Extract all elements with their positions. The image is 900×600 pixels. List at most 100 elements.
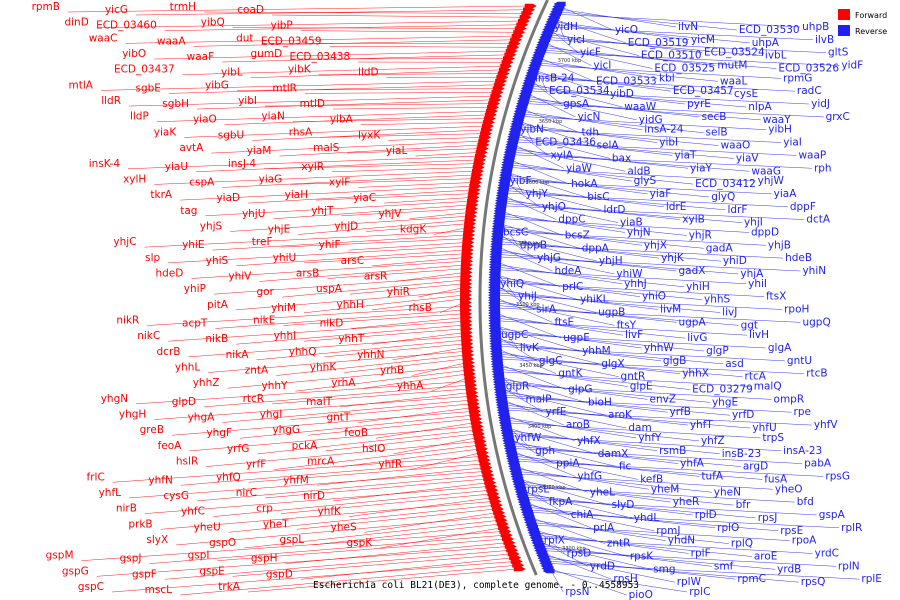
reverse-gene-label[interactable]: yhiJ [518, 291, 537, 303]
reverse-gene-label[interactable]: bcsZ [565, 229, 590, 241]
reverse-gene-label[interactable]: envZ [650, 393, 677, 405]
reverse-gene-label[interactable]: livJ [722, 307, 737, 319]
forward-gene-label[interactable]: lyxK [358, 129, 381, 141]
reverse-gene-label[interactable]: yhjX [644, 239, 667, 251]
reverse-gene-label[interactable]: yhjN [627, 226, 651, 238]
forward-gene-label[interactable]: yhhN [357, 349, 384, 361]
reverse-gene-label[interactable]: yhiH [686, 281, 710, 293]
reverse-gene-label[interactable]: yicN [578, 111, 601, 123]
reverse-gene-label[interactable]: ECD_03524 [704, 47, 765, 59]
reverse-gene-label[interactable]: bfd [797, 496, 814, 508]
reverse-gene-label[interactable]: rplE [861, 573, 882, 585]
reverse-gene-label[interactable]: yrdD [590, 560, 615, 572]
reverse-gene-label[interactable]: yhjY [526, 188, 549, 200]
reverse-gene-label[interactable]: glgP [706, 345, 729, 357]
forward-gene-label[interactable]: nikB [205, 333, 228, 345]
reverse-gene-label[interactable]: tdh [582, 127, 599, 139]
forward-gene-label[interactable]: yhjU [242, 208, 265, 220]
reverse-gene-label[interactable]: malQ [754, 381, 782, 393]
reverse-gene-label[interactable]: yhjB [768, 239, 791, 251]
reverse-gene-label[interactable]: chiA [571, 509, 594, 521]
reverse-gene-label[interactable]: xylA [550, 149, 573, 161]
forward-gene-label[interactable]: yheU [194, 521, 221, 533]
forward-gene-label[interactable]: mtlA [68, 79, 93, 91]
forward-gene-label[interactable]: malS [313, 142, 340, 154]
reverse-gene-label[interactable]: ppiA [556, 458, 580, 470]
reverse-gene-label[interactable]: selB [706, 127, 728, 139]
forward-gene-label[interactable]: mrcA [307, 456, 335, 468]
reverse-gene-label[interactable]: ECD_03436 [535, 137, 596, 149]
reverse-gene-label[interactable]: yhiW [616, 268, 643, 280]
reverse-gene-label[interactable]: ftsY [617, 319, 637, 331]
forward-gene-label[interactable]: yiaL [386, 145, 408, 157]
forward-gene-label[interactable]: rhsB [408, 302, 431, 314]
forward-gene-label[interactable]: gspF [132, 568, 157, 580]
reverse-gene-label[interactable]: yhhX [682, 368, 709, 380]
reverse-gene-label[interactable]: gltS [828, 47, 849, 59]
forward-gene-label[interactable]: yrfF [246, 459, 266, 471]
reverse-gene-label[interactable]: yrfD [732, 409, 754, 421]
reverse-gene-label[interactable]: yhgE [712, 396, 738, 408]
reverse-gene-label[interactable]: yiaI [783, 137, 802, 149]
reverse-gene-label[interactable]: gspA [819, 509, 846, 521]
reverse-gene-label[interactable]: gntR [621, 371, 646, 383]
reverse-gene-label[interactable]: yhiI [748, 278, 767, 290]
reverse-gene-label[interactable]: yhjK [661, 252, 685, 264]
reverse-gene-label[interactable]: argD [743, 461, 768, 473]
forward-gene-label[interactable]: yhjD [334, 220, 358, 232]
reverse-gene-label[interactable]: glyQ [711, 191, 735, 203]
forward-gene-label[interactable]: tag [180, 205, 197, 217]
forward-gene-label[interactable]: gspM [46, 550, 74, 562]
reverse-gene-label[interactable]: uhpA [752, 37, 780, 49]
reverse-gene-label[interactable]: yhiD [723, 255, 747, 267]
reverse-gene-label[interactable]: bioH [588, 396, 612, 408]
reverse-gene-label[interactable]: yicI [567, 34, 585, 46]
reverse-gene-label[interactable]: rplQ [731, 538, 753, 550]
reverse-gene-label[interactable]: yrdB [777, 563, 801, 575]
reverse-gene-label[interactable]: rph [814, 162, 832, 174]
reverse-gene-label[interactable]: gph [535, 445, 555, 457]
forward-gene-label[interactable]: trmH [170, 1, 196, 13]
reverse-gene-label[interactable]: rpsG [825, 470, 850, 482]
forward-gene-label[interactable]: yrfG [227, 443, 249, 455]
forward-gene-label[interactable]: yhjE [268, 223, 290, 235]
forward-gene-label[interactable]: waaC [89, 32, 118, 44]
forward-gene-label[interactable]: yhhH [337, 299, 364, 311]
forward-gene-label[interactable]: trkA [218, 581, 241, 593]
forward-gene-label[interactable]: sgbH [162, 98, 189, 110]
forward-gene-label[interactable]: insK-4 [89, 158, 121, 170]
forward-gene-label[interactable]: gspO [209, 537, 236, 549]
forward-gene-label[interactable]: rtcR [243, 393, 265, 405]
reverse-gene-label[interactable]: yhjH [599, 255, 623, 267]
reverse-gene-label[interactable]: yhfT [690, 419, 714, 431]
forward-gene-label[interactable]: gspI [188, 550, 210, 562]
reverse-gene-label[interactable]: rpsN [565, 586, 589, 598]
forward-gene-label[interactable]: nikR [116, 315, 139, 327]
forward-gene-label[interactable]: yiaU [165, 161, 188, 173]
reverse-gene-label[interactable]: dppD [751, 226, 779, 238]
reverse-gene-label[interactable]: rplR [841, 522, 862, 534]
reverse-gene-label[interactable]: rpsK [630, 550, 654, 562]
reverse-gene-label[interactable]: yhjO [542, 201, 566, 213]
forward-gene-label[interactable]: yhjC [113, 236, 136, 248]
forward-gene-label[interactable]: yibP [271, 20, 293, 32]
forward-gene-label[interactable]: sgbU [218, 129, 245, 141]
forward-gene-label[interactable]: yibI [238, 95, 257, 107]
forward-gene-label[interactable]: yhgG [272, 424, 300, 436]
reverse-gene-label[interactable]: ECD_03457 [673, 85, 734, 97]
forward-gene-label[interactable]: yhgA [188, 412, 216, 424]
reverse-gene-label[interactable]: yiaA [774, 188, 798, 200]
forward-gene-label[interactable]: insJ-4 [228, 158, 257, 170]
forward-gene-label[interactable]: yhfQ [216, 471, 241, 483]
forward-gene-label[interactable]: yhgH [119, 409, 146, 421]
forward-gene-label[interactable]: nirB [116, 503, 137, 515]
reverse-gene-label[interactable]: glgC [539, 355, 563, 367]
reverse-gene-label[interactable]: yhhW [644, 342, 675, 354]
forward-gene-label[interactable]: gspE [199, 565, 224, 577]
forward-gene-label[interactable]: gntT [326, 412, 350, 424]
forward-gene-label[interactable]: rhsA [289, 126, 313, 138]
reverse-gene-label[interactable]: ECD_03534 [549, 85, 610, 97]
reverse-gene-label[interactable]: ECD_03530 [739, 24, 800, 36]
forward-gene-label[interactable]: lldD [358, 67, 379, 79]
reverse-gene-label[interactable]: ECD_03525 [654, 63, 715, 75]
